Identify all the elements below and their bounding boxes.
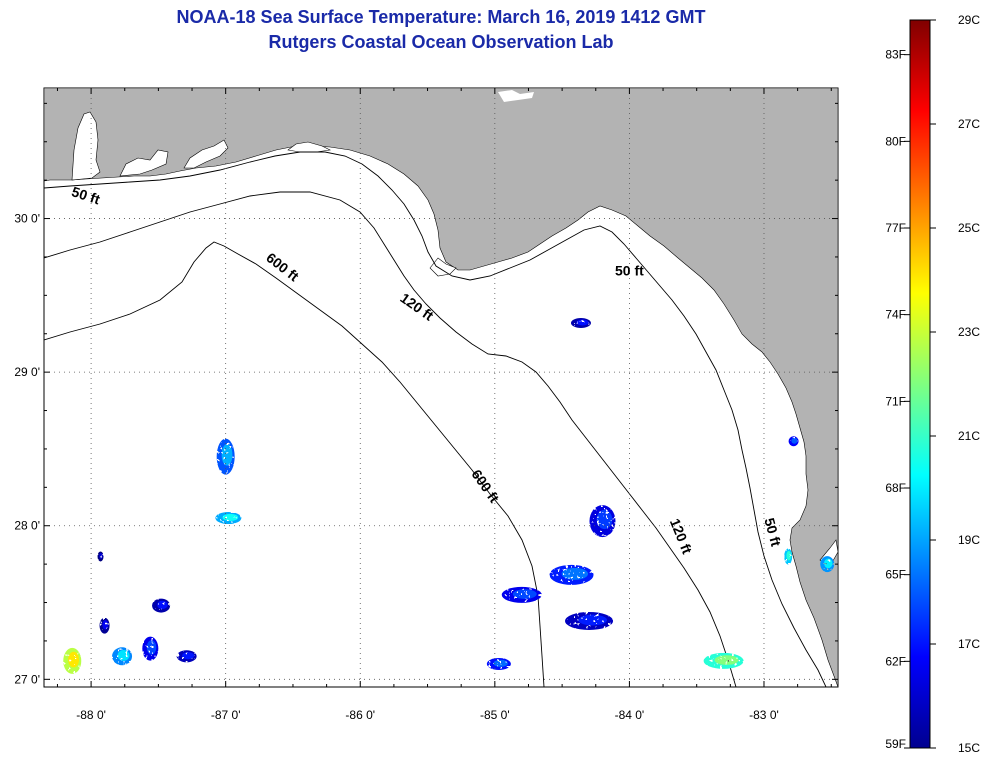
lat-tick-label: 30 0'	[14, 212, 40, 226]
mobile-bay	[71, 111, 101, 181]
contour-label: 50 ft	[761, 516, 784, 548]
lon-tick-label: -88 0'	[76, 708, 106, 722]
pensacola-bay	[119, 149, 169, 177]
colorbar-fahrenheit-label: 80F	[885, 134, 906, 148]
sst-patch	[152, 598, 171, 613]
sst-patch	[216, 438, 235, 475]
colorbar-celsius-label: 21C	[958, 429, 980, 443]
colorbar-celsius-label: 23C	[958, 325, 980, 339]
colorbar-celsius-label: 19C	[958, 533, 980, 547]
sst-patch	[99, 617, 110, 634]
contour-50ft	[44, 151, 827, 687]
colorbar-fahrenheit-label: 74F	[885, 308, 906, 322]
colorbar-fahrenheit-label: 83F	[885, 48, 906, 62]
sst-patch	[486, 657, 511, 670]
lon-tick-label: -85 0'	[480, 708, 510, 722]
colorbar	[909, 19, 931, 749]
sst-patch	[549, 564, 594, 585]
colorbar-fahrenheit-label: 77F	[885, 221, 906, 235]
lon-tick-label: -87 0'	[211, 708, 241, 722]
colorbar-celsius-label: 25C	[958, 221, 980, 235]
inland-lake	[498, 90, 534, 102]
sst-patch	[112, 647, 133, 666]
lon-tick-label: -83 0'	[749, 708, 779, 722]
sst-patch	[501, 586, 542, 603]
sst-patch	[63, 647, 82, 674]
sst-patch	[570, 317, 591, 328]
sst-patch	[97, 551, 104, 562]
colorbar-celsius-label: 27C	[958, 117, 980, 131]
colorbar-celsius-label: 29C	[958, 13, 980, 27]
colorbar-celsius-label: 17C	[958, 637, 980, 651]
colorbar-fahrenheit-label: 62F	[885, 654, 906, 668]
sst-patch	[589, 505, 616, 538]
sst-patch	[703, 652, 744, 669]
contour-600ft	[44, 241, 545, 687]
sst-patch	[788, 436, 799, 447]
colorbar-celsius-label: 15C	[958, 741, 980, 755]
sst-patch	[565, 611, 614, 630]
lat-tick-label: 28 0'	[14, 519, 40, 533]
lat-tick-label: 27 0'	[14, 672, 40, 686]
colorbar-fahrenheit-label: 59F	[885, 737, 906, 751]
sst-patch	[142, 636, 159, 661]
contour-label: 50 ft	[615, 262, 644, 278]
colorbar-fahrenheit-label: 71F	[885, 394, 906, 408]
sst-patch	[176, 650, 197, 663]
map-title: NOAA-18 Sea Surface Temperature: March 1…	[176, 7, 706, 27]
contour-120ft	[44, 191, 737, 687]
colorbar-fahrenheit-label: 65F	[885, 568, 906, 582]
lat-tick-label: 29 0'	[14, 365, 40, 379]
sst-patch	[820, 556, 835, 573]
map-subtitle: Rutgers Coastal Ocean Observation Lab	[268, 32, 614, 52]
sst-patch	[215, 512, 242, 525]
land-mass	[44, 88, 838, 687]
lon-tick-label: -84 0'	[615, 708, 645, 722]
colorbar-fahrenheit-label: 68F	[885, 481, 906, 495]
apalachicola-bay	[429, 257, 457, 277]
lon-tick-label: -86 0'	[345, 708, 375, 722]
sst-patch	[784, 548, 793, 565]
